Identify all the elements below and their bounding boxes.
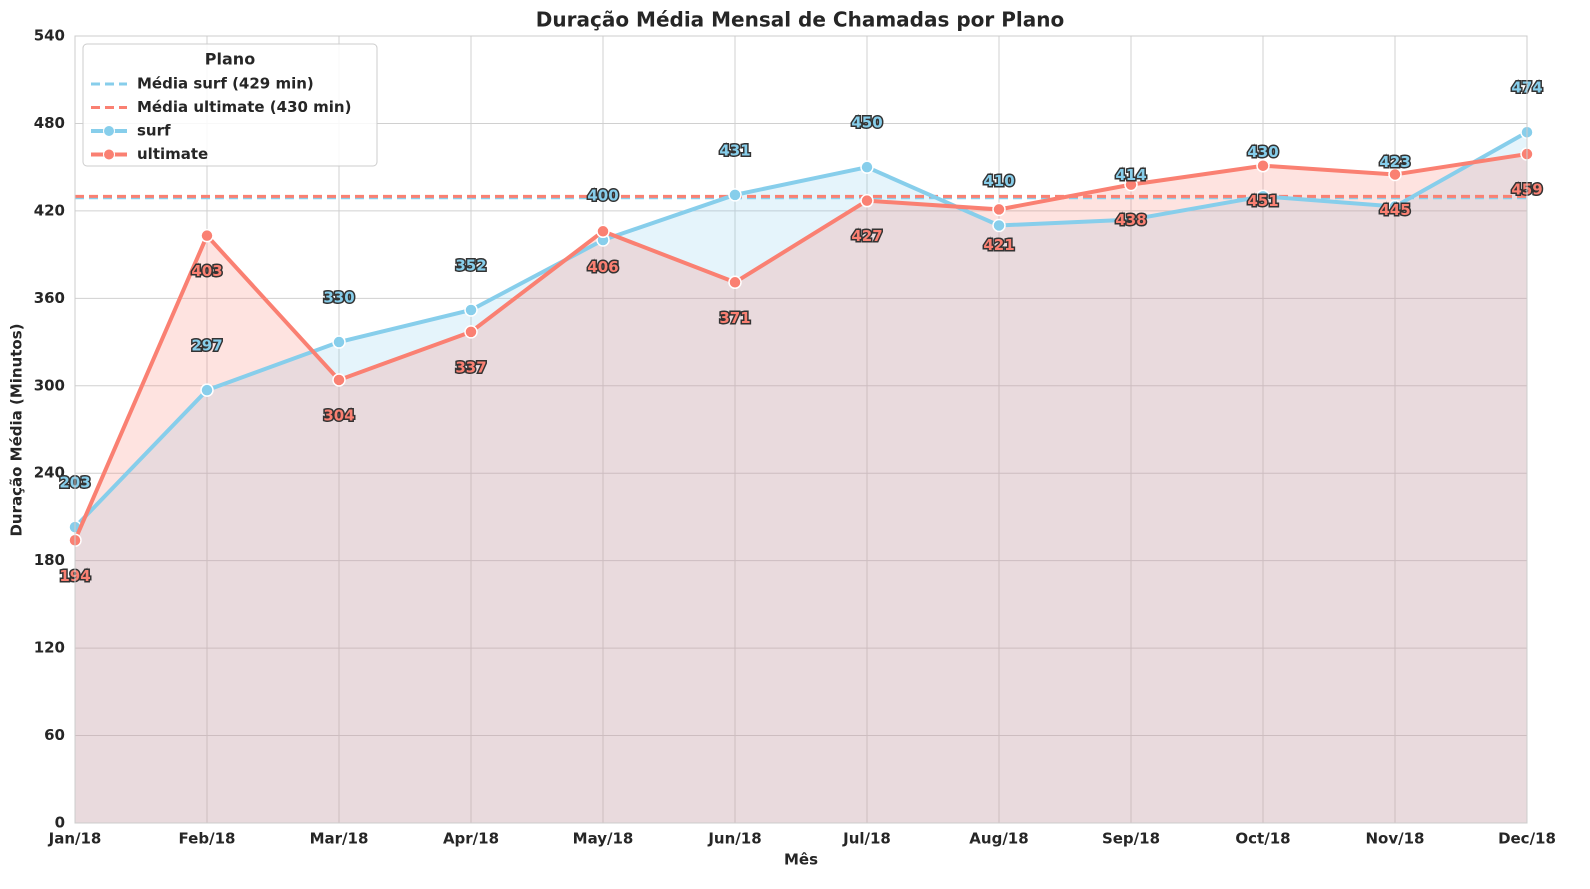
legend-marker bbox=[103, 125, 115, 137]
x-tick-label: Apr/18 bbox=[443, 830, 499, 848]
x-tick-label: Jun/18 bbox=[707, 830, 761, 848]
y-tick-label: 480 bbox=[34, 114, 65, 132]
line bbox=[73, 130, 1528, 529]
y-tick-label: 300 bbox=[34, 376, 65, 394]
point bbox=[1124, 212, 1138, 227]
legend-marker bbox=[103, 148, 115, 161]
point bbox=[1388, 199, 1402, 214]
y-tick-label: 540 bbox=[34, 27, 65, 45]
data-label: 421 bbox=[983, 236, 1014, 254]
y-tick-label: 240 bbox=[34, 464, 65, 482]
legend-title: Plano bbox=[205, 50, 255, 69]
x-tick-label: Sep/18 bbox=[1102, 830, 1160, 848]
point bbox=[332, 373, 346, 387]
point bbox=[200, 383, 214, 397]
x-tick-label: May/18 bbox=[573, 830, 634, 848]
legend-box bbox=[82, 43, 378, 167]
x-tick-label: Oct/18 bbox=[1235, 830, 1290, 848]
legend-label: Média ultimate (430 min) bbox=[137, 98, 351, 116]
x-axis-label: Mês bbox=[784, 851, 818, 869]
data-label: 414 bbox=[1115, 166, 1146, 184]
legend-label: surf bbox=[137, 122, 171, 140]
data-label: 451 bbox=[1247, 192, 1278, 210]
x-tick-label: Mar/18 bbox=[310, 830, 369, 848]
x-tick-label: Jan/18 bbox=[48, 830, 102, 848]
chart-title: Duração Média Mensal de Chamadas por Pla… bbox=[536, 8, 1064, 32]
area bbox=[75, 154, 1527, 824]
point bbox=[728, 188, 742, 202]
point bbox=[596, 224, 610, 239]
plot-frame bbox=[74, 35, 1528, 824]
x-tick-label: Aug/18 bbox=[969, 830, 1028, 848]
data-label: 403 bbox=[191, 262, 222, 280]
x-tick-label: Dec/18 bbox=[1498, 830, 1556, 848]
data-label: 337 bbox=[455, 358, 486, 376]
y-tick-label: 0 bbox=[55, 814, 65, 832]
x-tick-label: Feb/18 bbox=[179, 830, 236, 848]
y-tick-label: 60 bbox=[44, 726, 65, 744]
point bbox=[860, 160, 874, 174]
data-label: 445 bbox=[1379, 201, 1410, 219]
data-label: 431 bbox=[719, 141, 750, 159]
point bbox=[860, 193, 874, 208]
point bbox=[728, 275, 742, 290]
point bbox=[464, 325, 478, 339]
point bbox=[464, 303, 478, 317]
legend-label: Média surf (429 min) bbox=[137, 75, 314, 93]
point bbox=[1256, 158, 1270, 173]
data-label: 297 bbox=[191, 337, 222, 355]
point bbox=[1124, 177, 1138, 192]
data-label: 430 bbox=[1247, 143, 1278, 161]
area bbox=[75, 132, 1527, 823]
data-label: 406 bbox=[587, 258, 618, 276]
point bbox=[200, 228, 214, 243]
data-label: 371 bbox=[719, 309, 750, 327]
x-tick-label: Nov/18 bbox=[1366, 830, 1425, 848]
data-label: 410 bbox=[983, 172, 1014, 190]
data-label: 352 bbox=[455, 256, 486, 274]
data-label: 423 bbox=[1379, 153, 1410, 171]
point bbox=[992, 202, 1006, 217]
y-tick-label: 360 bbox=[34, 289, 65, 307]
point bbox=[992, 218, 1006, 233]
point bbox=[1388, 167, 1402, 182]
y-tick-label: 120 bbox=[34, 639, 65, 657]
data-label: 304 bbox=[323, 406, 354, 424]
y-axis-label: Duração Média (Minutos) bbox=[8, 323, 26, 536]
data-label: 400 bbox=[587, 187, 618, 205]
y-tick-label: 180 bbox=[34, 551, 65, 569]
data-label: 450 bbox=[851, 114, 882, 132]
data-label: 330 bbox=[323, 289, 354, 307]
data-label: 427 bbox=[851, 227, 882, 245]
data-label: 438 bbox=[1115, 211, 1146, 229]
legend-label: ultimate bbox=[137, 145, 208, 163]
point bbox=[1256, 189, 1270, 204]
line bbox=[73, 152, 1528, 542]
y-tick-label: 420 bbox=[34, 201, 65, 219]
point bbox=[332, 335, 346, 349]
x-tick-label: Jul/18 bbox=[842, 830, 891, 848]
